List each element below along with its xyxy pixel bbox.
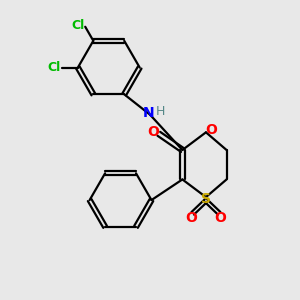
Text: Cl: Cl [71,19,85,32]
Text: S: S [201,192,211,206]
Text: N: N [143,106,154,120]
Text: O: O [205,123,217,137]
Text: O: O [147,125,159,139]
Text: O: O [215,211,226,225]
Text: Cl: Cl [48,61,61,74]
Text: H: H [156,105,165,118]
Text: O: O [185,211,197,225]
